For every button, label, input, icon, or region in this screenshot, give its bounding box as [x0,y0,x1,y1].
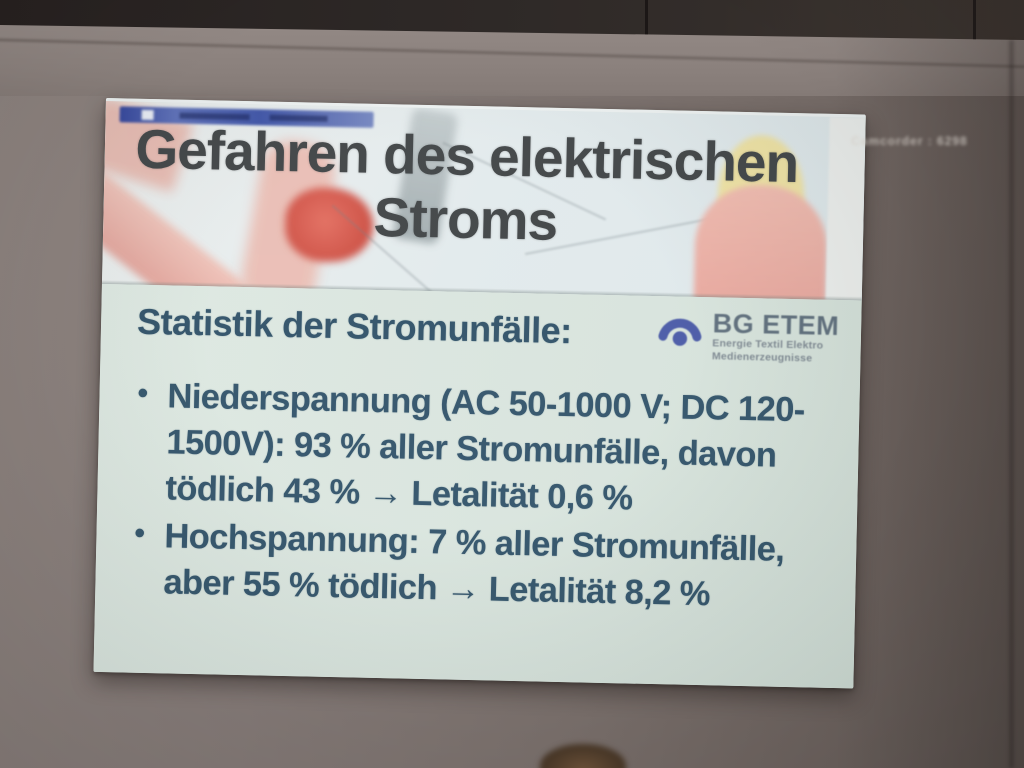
section-heading: Statistik der Stromunfälle: [136,300,573,352]
taskbar-blurred-item [179,112,250,121]
wall-corner-edge [1009,40,1014,768]
ceiling-seam-line [972,0,976,40]
slide-body: Statistik der Stromunfälle: BG ETEM Ener… [93,283,862,689]
blurred-overlay-text: Camcorder : 6298 [851,134,968,148]
logo-subline-2: Medienerzeugnisse [711,349,813,364]
bg-etem-umbrella-icon [658,318,702,346]
bullet-text: Hochspannung: 7 % aller Stromunfälle, ab… [163,517,785,614]
slide-title: Gefahren des elektrischen Stroms [103,117,830,259]
ceiling-seam-line [645,0,649,40]
logo-name: BG ETEM [712,308,840,342]
bullet-marker: • [134,516,145,550]
taskbar-blurred-item [269,114,328,122]
taskbar-window-icon [141,109,154,121]
bg-etem-logo: BG ETEM Energie Textil Elektro Medienerz… [656,308,840,365]
bullet-item-niederspannung: • Niederspannung (AC 50-1000 V; DC 120-1… [133,373,844,526]
logo-texts: BG ETEM Energie Textil Elektro Medienerz… [711,308,840,365]
bullet-list: • Niederspannung (AC 50-1000 V; DC 120-1… [131,373,844,622]
slide-header: Gefahren des elektrischen Stroms [101,98,866,301]
projected-slide: Gefahren des elektrischen Stroms Statist… [93,98,866,689]
bullet-text: Niederspannung (AC 50-1000 V; DC 120-150… [165,377,806,518]
bullet-marker: • [137,376,148,410]
bullet-item-hochspannung: • Hochspannung: 7 % aller Stromunfälle, … [131,513,841,620]
